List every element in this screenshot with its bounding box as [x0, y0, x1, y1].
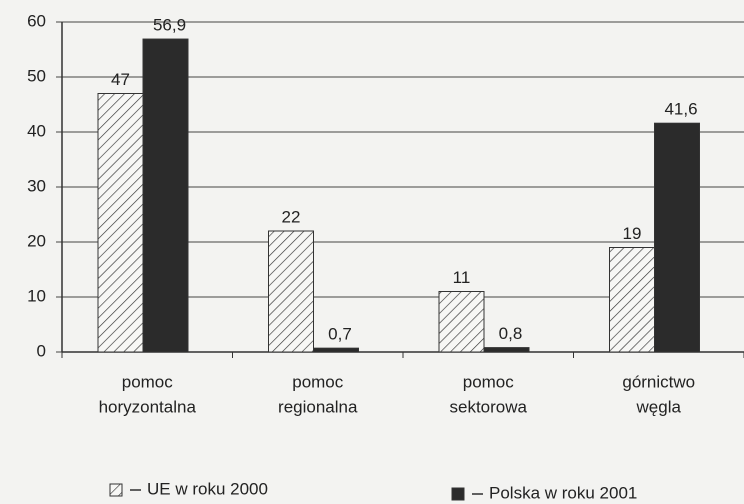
x-tick-label: pomoc	[463, 372, 515, 391]
x-tick-label: pomoc	[122, 372, 174, 391]
value-label: 41,6	[664, 100, 697, 119]
bar	[438, 291, 485, 353]
y-tick-label: 20	[27, 231, 46, 250]
y-tick-label: 40	[27, 121, 46, 140]
y-tick-label: 50	[27, 66, 46, 85]
x-tick-label: sektorowa	[450, 397, 528, 416]
y-tick-label: 10	[27, 286, 46, 305]
bar	[654, 122, 700, 353]
value-label: 19	[623, 224, 642, 243]
x-tick-label: horyzontalna	[99, 397, 197, 416]
legend-label: UE w roku 2000	[147, 479, 268, 498]
value-label: 0,8	[499, 324, 523, 343]
value-label: 0,7	[328, 325, 352, 344]
bar	[97, 93, 144, 353]
x-tick-label: węgla	[636, 397, 682, 416]
bar	[313, 347, 359, 353]
y-tick-label: 60	[27, 11, 46, 30]
x-tick-label: regionalna	[278, 397, 358, 416]
value-label: 47	[111, 70, 130, 89]
bar	[609, 247, 655, 353]
y-tick-label: 30	[27, 176, 46, 195]
value-label: 11	[453, 268, 471, 287]
legend-label: Polska w roku 2001	[489, 483, 637, 502]
legend-swatch	[451, 487, 465, 501]
bar	[268, 230, 314, 353]
legend-swatch	[109, 483, 123, 497]
bar	[142, 38, 189, 353]
bar	[483, 347, 530, 353]
y-tick-label: 0	[37, 341, 46, 360]
value-label: 56,9	[153, 16, 186, 35]
x-tick-label: górnictwo	[622, 372, 695, 391]
x-tick-label: pomoc	[292, 372, 344, 391]
value-label: 22	[282, 207, 301, 226]
